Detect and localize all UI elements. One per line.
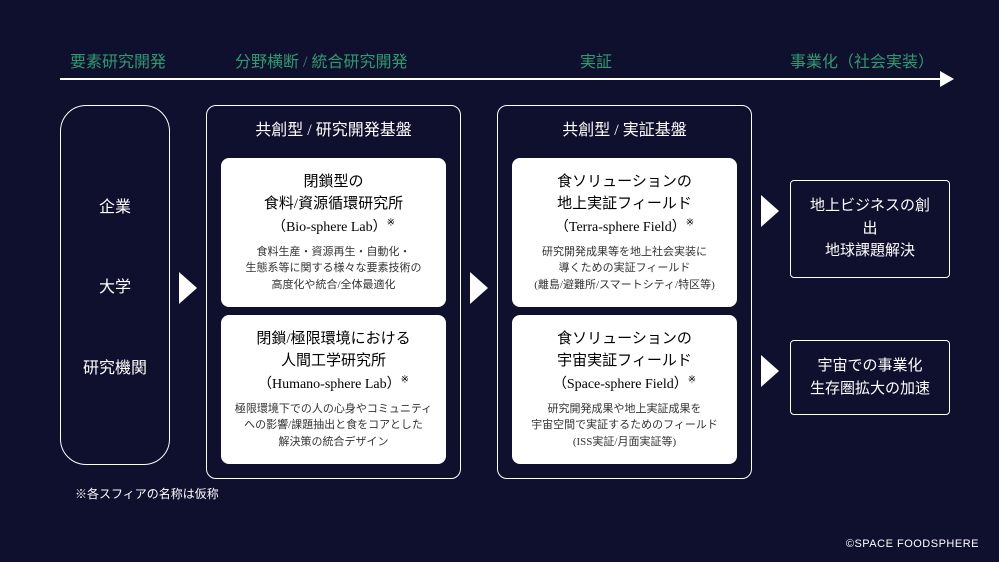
- column-rd-base: 共創型 / 研究開発基盤 閉鎖型の 食料/資源循環研究所 （Bio-sphere…: [206, 105, 461, 479]
- card-humano-sub-text: （Humano-sphere Lab）: [258, 377, 401, 392]
- card-terra-desc: 研究開発成果等を地上社会実装に 導くための実証フィールド (離島/避難所/スマー…: [524, 244, 725, 294]
- column-proof-base: 共創型 / 実証基盤 食ソリューションの 地上実証フィールド （Terra-sp…: [497, 105, 752, 479]
- arrow-2-icon: [470, 272, 488, 304]
- card-space-sphere: 食ソリューションの 宇宙実証フィールド （Space-sphere Field）…: [512, 315, 737, 464]
- actor-research-org: 研究機関: [83, 354, 147, 378]
- card-bio-sub-text: （Bio-sphere Lab）: [272, 220, 387, 235]
- card-bio-desc: 食料生産・資源再生・自動化・ 生態系等に関する様々な要素技術の 高度化や統合/全…: [233, 244, 434, 294]
- stage-label-4: 事業化（社会実装）: [790, 48, 934, 72]
- actors-box: 企業 大学 研究機関: [60, 105, 170, 465]
- card-space-sub-text: （Space-sphere Field）: [553, 377, 688, 392]
- asterisk-icon: ※: [401, 374, 409, 385]
- card-humano-sphere: 閉鎖/極限環境における 人間工学研究所 （Humano-sphere Lab）※…: [221, 315, 446, 464]
- card-humano-title-1: 閉鎖/極限環境における: [233, 329, 434, 351]
- actor-university: 大学: [99, 273, 131, 297]
- card-terra-title-2: 地上実証フィールド: [524, 194, 725, 216]
- timeline-arrow: [60, 78, 940, 80]
- arrow-3b-icon: [761, 355, 779, 387]
- card-bio-title-2: 食料/資源循環研究所: [233, 194, 434, 216]
- card-terra-sub-text: （Terra-sphere Field）: [555, 220, 686, 235]
- outcome-ground: 地上ビジネスの創出 地球課題解決: [790, 180, 950, 278]
- card-humano-sub: （Humano-sphere Lab）※: [233, 373, 434, 393]
- card-terra-title-1: 食ソリューションの: [524, 172, 725, 194]
- asterisk-icon: ※: [387, 217, 395, 228]
- card-space-sub: （Space-sphere Field）※: [524, 373, 725, 393]
- card-humano-desc: 極限環境下での人の心身やコミュニティ への影響/課題抽出と食をコアとした 解決策…: [233, 401, 434, 451]
- outcome-space-l1: 宇宙での事業化: [805, 355, 935, 378]
- stage-label-1: 要素研究開発: [70, 48, 166, 72]
- asterisk-icon: ※: [688, 374, 696, 385]
- card-space-title-2: 宇宙実証フィールド: [524, 351, 725, 373]
- footnote: ※各スフィアの名称は仮称: [75, 485, 219, 502]
- col2-title: 共創型 / 実証基盤: [512, 106, 737, 150]
- card-humano-title-2: 人間工学研究所: [233, 351, 434, 373]
- actor-company: 企業: [99, 193, 131, 217]
- card-terra-sub: （Terra-sphere Field）※: [524, 216, 725, 236]
- card-space-title-1: 食ソリューションの: [524, 329, 725, 351]
- card-bio-sub: （Bio-sphere Lab）※: [233, 216, 434, 236]
- outcome-space-l2: 生存圏拡大の加速: [805, 378, 935, 401]
- arrow-1-icon: [179, 272, 197, 304]
- outcome-ground-l2: 地球課題解決: [805, 240, 935, 263]
- card-bio-title-1: 閉鎖型の: [233, 172, 434, 194]
- stage-label-2: 分野横断 / 統合研究開発: [235, 48, 407, 72]
- col1-title: 共創型 / 研究開発基盤: [221, 106, 446, 150]
- stage-label-3: 実証: [580, 48, 612, 72]
- arrow-3a-icon: [761, 195, 779, 227]
- copyright: ©SPACE FOODSPHERE: [846, 538, 979, 550]
- card-bio-sphere: 閉鎖型の 食料/資源循環研究所 （Bio-sphere Lab）※ 食料生産・資…: [221, 158, 446, 307]
- outcome-space: 宇宙での事業化 生存圏拡大の加速: [790, 340, 950, 415]
- card-terra-sphere: 食ソリューションの 地上実証フィールド （Terra-sphere Field）…: [512, 158, 737, 307]
- asterisk-icon: ※: [686, 217, 694, 228]
- card-space-desc: 研究開発成果や地上実証成果を 宇宙空間で実証するためのフィールド (ISS実証/…: [524, 401, 725, 451]
- outcome-ground-l1: 地上ビジネスの創出: [805, 195, 935, 240]
